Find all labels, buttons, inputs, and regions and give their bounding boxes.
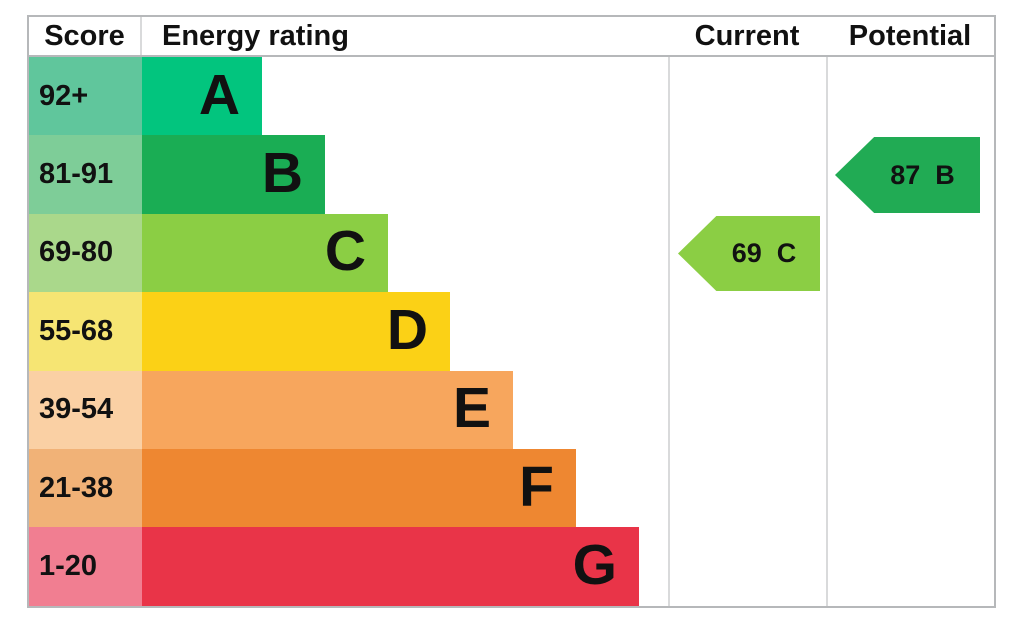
rating-band-b: B: [142, 135, 325, 214]
band-letter: E: [452, 376, 491, 441]
potential-score: 87: [890, 159, 921, 190]
rating-band-a: A: [142, 57, 262, 136]
current-score: 69: [731, 238, 762, 268]
rating-row-b: 81-91 B: [29, 135, 994, 214]
rating-band-f: F: [142, 448, 576, 528]
epc-table: Score Energy rating Current Potential 92…: [27, 15, 996, 608]
score-range: 92+: [29, 57, 142, 136]
band-letter: C: [324, 219, 366, 284]
rating-band-c: C: [142, 213, 388, 293]
band-letter: D: [386, 297, 428, 362]
rating-rows: 92+ A 81-91 B 69-80 C 55-68 D: [29, 57, 994, 606]
score-range: 39-54: [29, 370, 142, 449]
header-energy-rating: Energy rating: [162, 19, 349, 52]
score-range: 69-80: [29, 213, 142, 293]
score-range: 21-38: [29, 448, 142, 528]
rating-row-g: 1-20 G: [29, 527, 994, 606]
rating-row-f: 21-38 F: [29, 448, 994, 528]
band-letter: F: [519, 454, 554, 519]
rating-row-e: 39-54 E: [29, 370, 994, 449]
rating-row-a: 92+ A: [29, 57, 994, 136]
column-divider-energy-current: [668, 17, 670, 606]
band-letter: A: [198, 62, 240, 127]
header-current: Current: [694, 19, 800, 52]
potential-band-letter: B: [935, 159, 955, 190]
rating-band-d: D: [142, 292, 450, 371]
rating-row-d: 55-68 D: [29, 292, 994, 371]
rating-row-c: 69-80 C: [29, 213, 994, 293]
score-range: 55-68: [29, 292, 142, 371]
score-range: 1-20: [29, 527, 142, 606]
column-divider-current-potential: [826, 17, 828, 606]
current-band-letter: C: [776, 238, 797, 268]
table-header: Score Energy rating Current Potential: [29, 17, 994, 57]
rating-band-e: E: [142, 370, 513, 449]
rating-band-g: G: [142, 527, 639, 606]
header-potential: Potential: [848, 19, 972, 52]
score-range: 81-91: [29, 135, 142, 214]
header-score: Score: [29, 17, 142, 55]
band-letter: B: [261, 141, 303, 206]
band-letter: G: [572, 533, 617, 598]
